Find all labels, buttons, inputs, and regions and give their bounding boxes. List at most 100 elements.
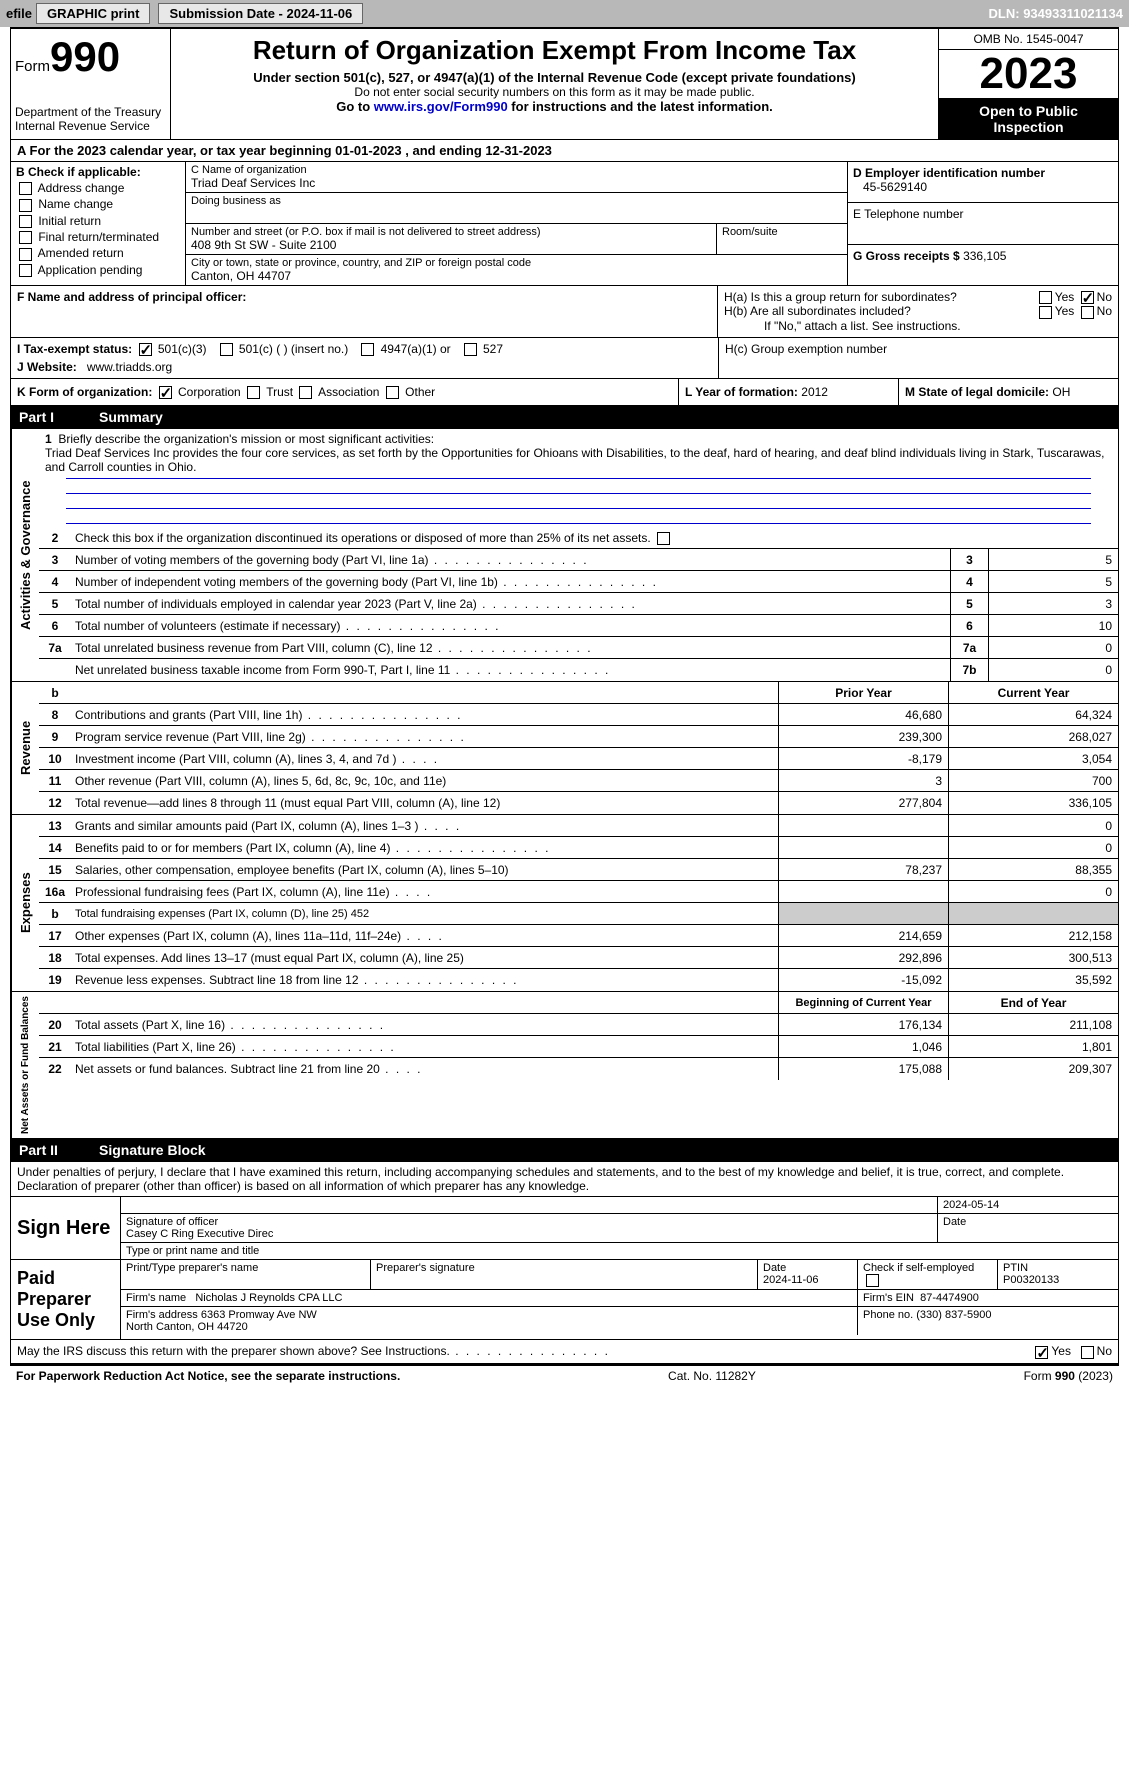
line22-begin: 175,088	[778, 1058, 948, 1080]
activities-governance-label: Activities & Governance	[11, 429, 39, 681]
discuss-line: May the IRS discuss this return with the…	[10, 1340, 1119, 1363]
org-name-label: C Name of organization	[191, 164, 842, 176]
line5-value: 3	[988, 593, 1118, 614]
tax-year: 2023	[939, 50, 1118, 99]
sign-date: 2024-05-14	[938, 1197, 1118, 1213]
line17-prior: 214,659	[778, 925, 948, 946]
line11-current: 700	[948, 770, 1118, 791]
line16a-prior	[778, 881, 948, 902]
public-inspection: Open to Public Inspection	[939, 99, 1118, 139]
line11-prior: 3	[778, 770, 948, 791]
form-title: Return of Organization Exempt From Incom…	[179, 35, 930, 66]
line14-prior	[778, 837, 948, 858]
line15-current: 88,355	[948, 859, 1118, 880]
line16b-current	[948, 903, 1118, 924]
part-i-header: Part I Summary	[10, 406, 1119, 429]
dln-text: DLN: 93493311021134	[989, 6, 1123, 21]
box-b: B Check if applicable: Address change Na…	[11, 162, 186, 285]
submission-date-button[interactable]: Submission Date - 2024-11-06	[158, 3, 363, 24]
prep-date: 2024-11-06	[763, 1274, 818, 1286]
gross-receipts-value: 336,105	[963, 249, 1006, 263]
goto-link[interactable]: Go to www.irs.gov/Form990 for instructio…	[179, 99, 930, 114]
ein-label: D Employer identification number	[853, 166, 1113, 180]
current-year-header: Current Year	[948, 682, 1118, 703]
website-line: J Website: www.triadds.org	[17, 360, 712, 374]
box-f: F Name and address of principal officer:	[11, 286, 718, 337]
revenue-label: Revenue	[11, 682, 39, 814]
line13-prior	[778, 815, 948, 836]
expenses-label: Expenses	[11, 815, 39, 991]
firm-ein: 87-4474900	[920, 1292, 979, 1304]
box-m: M State of legal domicile: OH	[898, 379, 1118, 405]
line17-current: 212,158	[948, 925, 1118, 946]
prior-year-header: Prior Year	[778, 682, 948, 703]
identity-block: B Check if applicable: Address change Na…	[10, 162, 1119, 286]
ssn-warning: Do not enter social security numbers on …	[179, 85, 930, 99]
line16a-current: 0	[948, 881, 1118, 902]
box-k: K Form of organization: Corporation Trus…	[11, 379, 678, 405]
line18-current: 300,513	[948, 947, 1118, 968]
box-l: L Year of formation: 2012	[678, 379, 898, 405]
line3-value: 5	[988, 549, 1118, 570]
line15-prior: 78,237	[778, 859, 948, 880]
room-label: Room/suite	[722, 226, 842, 238]
line8-prior: 46,680	[778, 704, 948, 725]
line19-prior: -15,092	[778, 969, 948, 991]
city-label: City or town, state or province, country…	[191, 257, 842, 269]
line20-end: 211,108	[948, 1014, 1118, 1035]
paid-preparer-label: Paid Preparer Use Only	[11, 1260, 121, 1339]
tax-exempt-status: I Tax-exempt status: 501(c)(3) 501(c) ( …	[17, 342, 712, 356]
box-h: H(a) Is this a group return for subordin…	[718, 286, 1118, 337]
line9-current: 268,027	[948, 726, 1118, 747]
firm-name: Nicholas J Reynolds CPA LLC	[195, 1292, 342, 1304]
form-number: Form990	[15, 33, 166, 81]
omb-number: OMB No. 1545-0047	[939, 29, 1118, 50]
line22-end: 209,307	[948, 1058, 1118, 1080]
addr-label: Number and street (or P.O. box if mail i…	[191, 226, 711, 238]
line20-begin: 176,134	[778, 1014, 948, 1035]
begin-year-header: Beginning of Current Year	[778, 992, 948, 1013]
line21-end: 1,801	[948, 1036, 1118, 1057]
page-footer: For Paperwork Reduction Act Notice, see …	[10, 1364, 1119, 1386]
line12-current: 336,105	[948, 792, 1118, 814]
line7b-value: 0	[988, 659, 1118, 681]
mission-text: Triad Deaf Services Inc provides the fou…	[45, 446, 1104, 474]
line4-value: 5	[988, 571, 1118, 592]
end-year-header: End of Year	[948, 992, 1118, 1013]
officer-name: Casey C Ring Executive Direc	[126, 1228, 273, 1240]
line12-prior: 277,804	[778, 792, 948, 814]
line6-value: 10	[988, 615, 1118, 636]
line7a-value: 0	[988, 637, 1118, 658]
efile-label: efile	[6, 6, 32, 21]
line18-prior: 292,896	[778, 947, 948, 968]
line10-current: 3,054	[948, 748, 1118, 769]
org-address: 408 9th St SW - Suite 2100	[191, 238, 711, 252]
org-name: Triad Deaf Services Inc	[191, 176, 842, 190]
line14-current: 0	[948, 837, 1118, 858]
line8-current: 64,324	[948, 704, 1118, 725]
graphic-print-button[interactable]: GRAPHIC print	[36, 3, 150, 24]
line10-prior: -8,179	[778, 748, 948, 769]
line16b-prior	[778, 903, 948, 924]
box-hc: H(c) Group exemption number	[718, 338, 1118, 378]
form-header: Form990 Department of the Treasury Inter…	[10, 27, 1119, 140]
dba-label: Doing business as	[191, 195, 842, 207]
sign-here-label: Sign Here	[11, 1197, 121, 1259]
line21-begin: 1,046	[778, 1036, 948, 1057]
line13-current: 0	[948, 815, 1118, 836]
net-assets-label: Net Assets or Fund Balances	[11, 992, 39, 1138]
mission-label: Briefly describe the organization's miss…	[58, 432, 434, 446]
ein-value: 45-5629140	[853, 180, 1113, 194]
line9-prior: 239,300	[778, 726, 948, 747]
org-city: Canton, OH 44707	[191, 269, 842, 283]
form-subtitle: Under section 501(c), 527, or 4947(a)(1)…	[179, 70, 930, 85]
ptin-value: P00320133	[1003, 1274, 1059, 1286]
firm-phone: (330) 837-5900	[916, 1309, 991, 1321]
top-bar: efile GRAPHIC print Submission Date - 20…	[0, 0, 1129, 27]
tax-year-line: A For the 2023 calendar year, or tax yea…	[10, 140, 1119, 162]
treasury-dept: Department of the Treasury Internal Reve…	[15, 105, 166, 133]
part-ii-header: Part II Signature Block	[10, 1139, 1119, 1162]
phone-label: E Telephone number	[853, 207, 1113, 221]
gross-receipts-label: G Gross receipts $	[853, 249, 960, 263]
line19-current: 35,592	[948, 969, 1118, 991]
